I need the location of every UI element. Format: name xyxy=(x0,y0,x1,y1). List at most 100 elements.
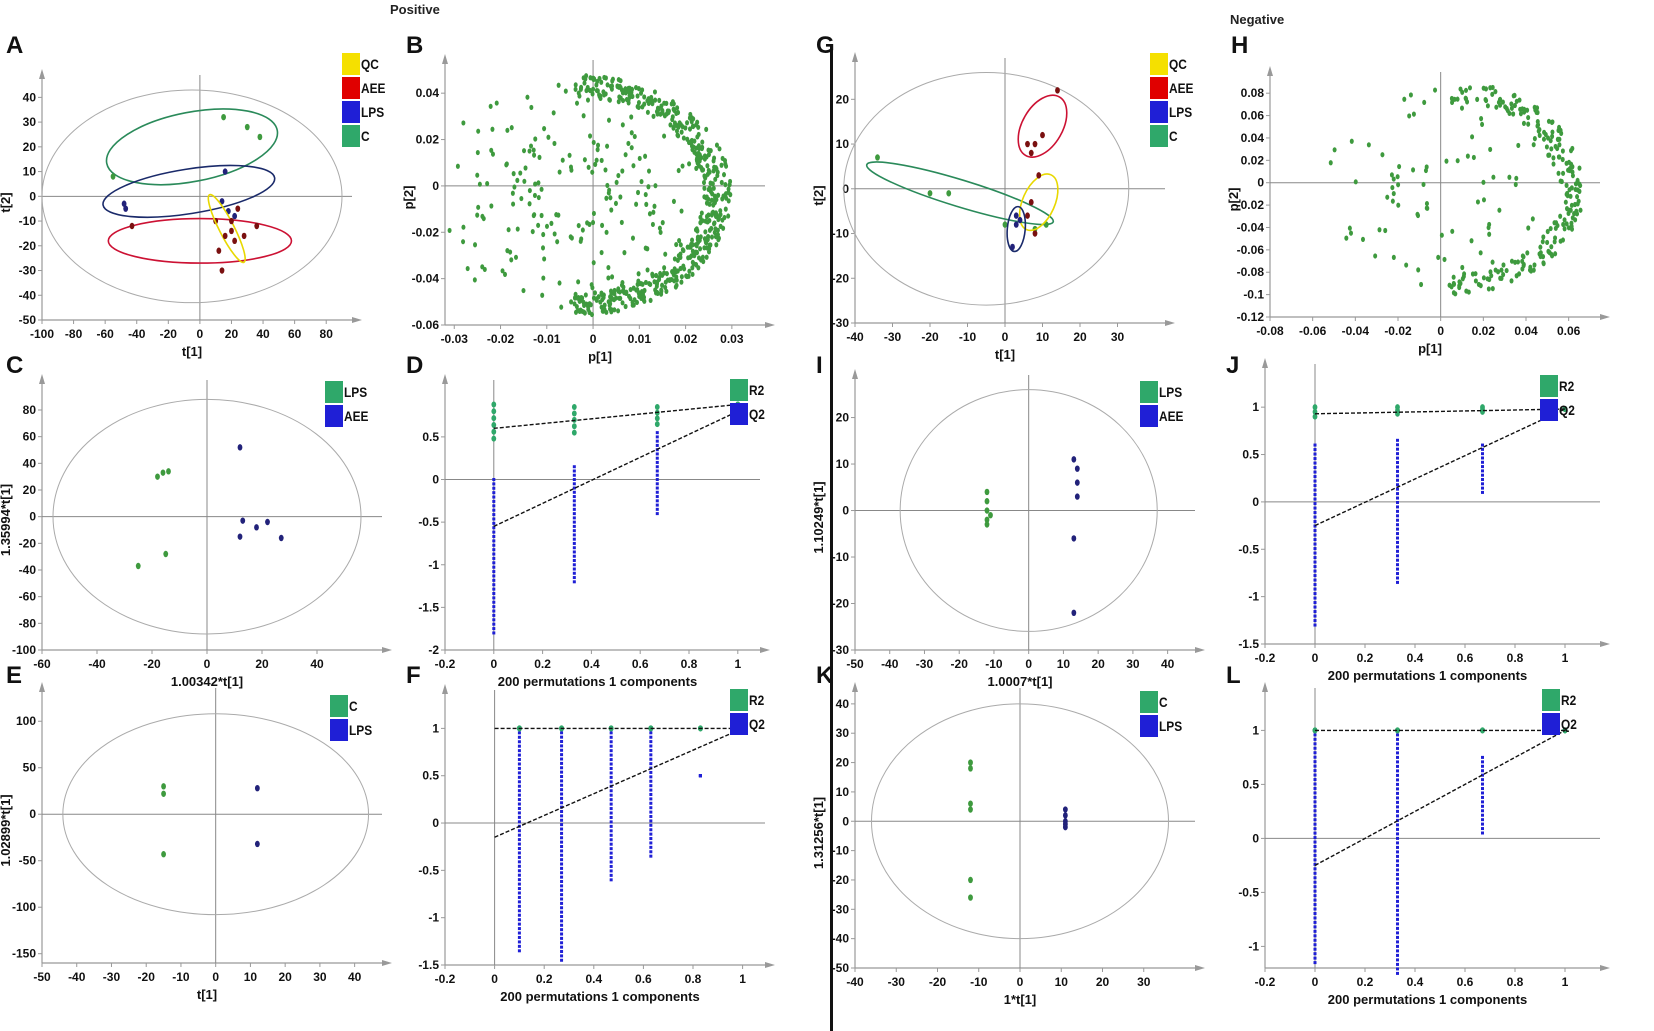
data-point xyxy=(163,550,169,558)
loading-point xyxy=(606,264,611,271)
q2-point xyxy=(1313,800,1317,804)
data-point xyxy=(222,168,228,175)
q2-point xyxy=(655,495,659,499)
loading-point xyxy=(1563,199,1568,205)
q2-point xyxy=(1313,773,1317,777)
q2-point xyxy=(1313,813,1317,817)
q2-point xyxy=(1396,447,1399,451)
q2-point xyxy=(492,627,496,631)
chart-svg: -100 -80 -60 -40 -20 0 20 40 60 80403020100-10-20… xyxy=(0,69,362,359)
loading-point xyxy=(542,126,547,132)
q2-point xyxy=(492,578,496,582)
loading-point xyxy=(690,147,695,153)
q2-point xyxy=(560,862,564,866)
x-tick-label: -40 xyxy=(68,970,86,984)
q2-point xyxy=(1313,475,1317,479)
loading-point xyxy=(1570,164,1575,170)
legend-swatch xyxy=(1140,715,1158,737)
legend-swatch xyxy=(330,695,348,717)
data-point xyxy=(1071,609,1077,617)
q2-point xyxy=(609,766,613,770)
loading-point xyxy=(1562,226,1567,232)
x-tick-label: -10 xyxy=(172,970,190,984)
loading-point xyxy=(655,111,660,117)
y-tick-label: 0.5 xyxy=(1242,777,1259,791)
q2-point xyxy=(560,840,564,844)
loading-point xyxy=(1505,108,1510,114)
x-tick-label: 10 xyxy=(1057,657,1071,671)
q2-point xyxy=(1313,853,1317,857)
q2-point xyxy=(1313,610,1317,614)
x-tick-label: -0.03 xyxy=(441,332,469,346)
loading-point xyxy=(1535,119,1540,125)
q2-point xyxy=(560,783,564,787)
q2-point xyxy=(1396,958,1399,962)
q2-point xyxy=(649,850,653,854)
q2-point xyxy=(560,801,564,805)
loading-point xyxy=(1480,121,1485,128)
panel-k: K -40 -30 -20 -10 0 10 20 30 40 30 20 10 0 -10 -20 -30 -4… xyxy=(810,660,1215,1007)
loading-point xyxy=(689,253,694,259)
loading-point xyxy=(588,133,593,139)
x-tick-label: 40 xyxy=(256,327,270,341)
loading-point xyxy=(1449,284,1454,290)
loading-point xyxy=(1577,181,1582,187)
legend-swatch xyxy=(730,713,748,735)
x-tick-label: 0 xyxy=(491,972,498,986)
loading-point xyxy=(1567,187,1572,193)
x-tick-label: -20 xyxy=(929,975,947,989)
q2-point xyxy=(1396,877,1399,881)
data-point xyxy=(968,800,973,807)
q2-point xyxy=(1396,438,1399,442)
q2-point xyxy=(492,508,496,512)
q2-point xyxy=(1481,460,1484,464)
data-point xyxy=(968,894,973,901)
q2-point xyxy=(1313,574,1317,578)
loading-point xyxy=(591,76,596,83)
loading-point xyxy=(1344,235,1349,241)
q2-point xyxy=(649,854,653,858)
q2-point xyxy=(1396,580,1399,584)
loading-point xyxy=(612,291,617,297)
q2-point xyxy=(517,909,521,913)
q2-point xyxy=(1313,746,1317,750)
q2-point xyxy=(1396,532,1399,536)
loading-point xyxy=(663,251,668,257)
q2-point xyxy=(1396,733,1399,737)
x-tick-label: 20 xyxy=(1091,657,1105,671)
loading-point xyxy=(518,170,523,176)
y-tick-label: 80 xyxy=(23,403,37,417)
q2-point xyxy=(1396,782,1399,786)
loading-point xyxy=(1373,253,1378,259)
x-tick-label: -50 xyxy=(846,657,864,671)
q2-point xyxy=(1313,836,1317,840)
loading-point xyxy=(605,182,610,189)
q2-point xyxy=(1396,850,1399,854)
q2-point xyxy=(560,884,564,888)
loading-point xyxy=(591,260,596,266)
loading-point xyxy=(581,113,586,119)
x-tick-label: 0.2 xyxy=(536,972,553,986)
loading-point xyxy=(1535,105,1540,111)
loading-point xyxy=(1439,232,1444,238)
y-tick-label: 10 xyxy=(836,785,850,799)
loading-point xyxy=(675,257,680,263)
loading-point xyxy=(636,86,641,92)
q2-point xyxy=(517,815,521,819)
legend: R2 Q2 xyxy=(1540,374,1578,422)
legend-swatch xyxy=(1150,101,1168,123)
data-point xyxy=(1013,221,1019,228)
q2-point xyxy=(1396,483,1399,487)
q2-point xyxy=(1396,814,1399,818)
loading-point xyxy=(663,284,668,291)
loading-point xyxy=(618,95,623,101)
q2-point xyxy=(1313,947,1317,951)
loading-point xyxy=(698,246,703,252)
q2-point xyxy=(1313,818,1317,822)
data-point xyxy=(237,533,243,540)
data-point xyxy=(1074,479,1080,486)
q2-point xyxy=(609,869,613,873)
data-point xyxy=(1071,535,1077,542)
y-tick-label: -10 xyxy=(832,227,850,241)
group-ellipse-aee xyxy=(107,217,293,264)
